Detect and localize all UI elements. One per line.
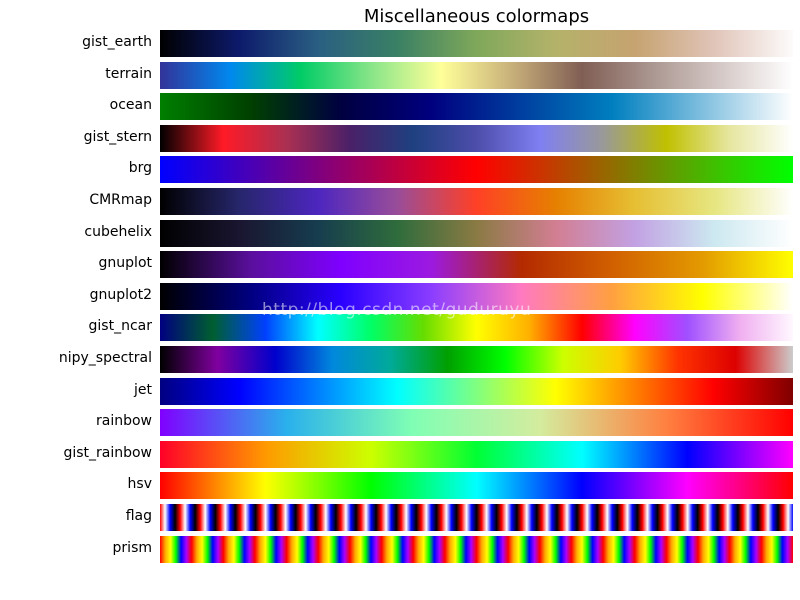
colormap-bar xyxy=(160,93,793,121)
colormap-label: gnuplot2 xyxy=(89,286,152,303)
colormap-row-prism: prism xyxy=(0,535,800,563)
colormap-bar xyxy=(160,188,793,215)
colormap-bar xyxy=(160,409,793,437)
colormap-bar xyxy=(160,346,793,373)
colormap-row-gist-ncar: gist_ncar xyxy=(0,314,800,342)
colormap-row-cmrmap: CMRmap xyxy=(0,188,800,215)
colormap-bar xyxy=(160,377,793,405)
colormap-bar xyxy=(160,124,793,152)
colormap-row-nipy-spectral: nipy_spectral xyxy=(0,346,800,373)
colormap-bar xyxy=(160,219,793,247)
colormap-row-gnuplot2: gnuplot2 xyxy=(0,282,800,310)
colormap-label: gnuplot xyxy=(98,255,152,272)
colormap-row-gist-stern: gist_stern xyxy=(0,124,800,152)
colormap-row-jet: jet xyxy=(0,377,800,405)
colormap-bar xyxy=(160,504,793,531)
colormap-label: nipy_spectral xyxy=(58,350,152,366)
colormap-label: terrain xyxy=(105,65,152,82)
colormap-bar xyxy=(160,61,793,89)
colormap-bar xyxy=(160,30,793,57)
colormap-label: ocean xyxy=(109,97,152,114)
colormap-label: jet xyxy=(134,381,152,398)
colormap-label: gist_earth xyxy=(82,34,152,50)
chart-title: Miscellaneous colormaps xyxy=(363,6,590,27)
colormap-row-flag: flag xyxy=(0,504,800,531)
colormap-label: flag xyxy=(125,508,152,524)
colormap-row-gist-rainbow: gist_rainbow xyxy=(0,440,800,468)
colormap-bar xyxy=(160,535,793,563)
colormap-row-rainbow: rainbow xyxy=(0,409,800,437)
colormap-bar xyxy=(160,282,793,310)
colormap-row-brg: brg xyxy=(0,156,800,184)
colormap-label: gist_rainbow xyxy=(63,444,152,461)
colormap-label: rainbow xyxy=(96,413,152,430)
colormap-row-terrain: terrain xyxy=(0,61,800,89)
colormap-row-gist-earth: gist_earth xyxy=(0,30,800,57)
colormap-bar xyxy=(160,251,793,279)
colormap-row-ocean: ocean xyxy=(0,93,800,121)
colormap-row-gnuplot: gnuplot xyxy=(0,251,800,279)
colormap-label: cubehelix xyxy=(84,223,152,240)
colormap-bar xyxy=(160,440,793,468)
colormap-label: hsv xyxy=(127,476,152,493)
colormap-row-hsv: hsv xyxy=(0,472,800,500)
colormap-bar xyxy=(160,156,793,184)
colormap-label: gist_stern xyxy=(83,128,152,145)
colormap-label: prism xyxy=(112,539,152,556)
colormap-label: brg xyxy=(128,160,152,177)
colormap-label: CMRmap xyxy=(89,192,152,208)
colormap-bar xyxy=(160,472,793,500)
colormap-label: gist_ncar xyxy=(88,318,152,335)
colormap-row-cubehelix: cubehelix xyxy=(0,219,800,247)
colormap-bar xyxy=(160,314,793,342)
